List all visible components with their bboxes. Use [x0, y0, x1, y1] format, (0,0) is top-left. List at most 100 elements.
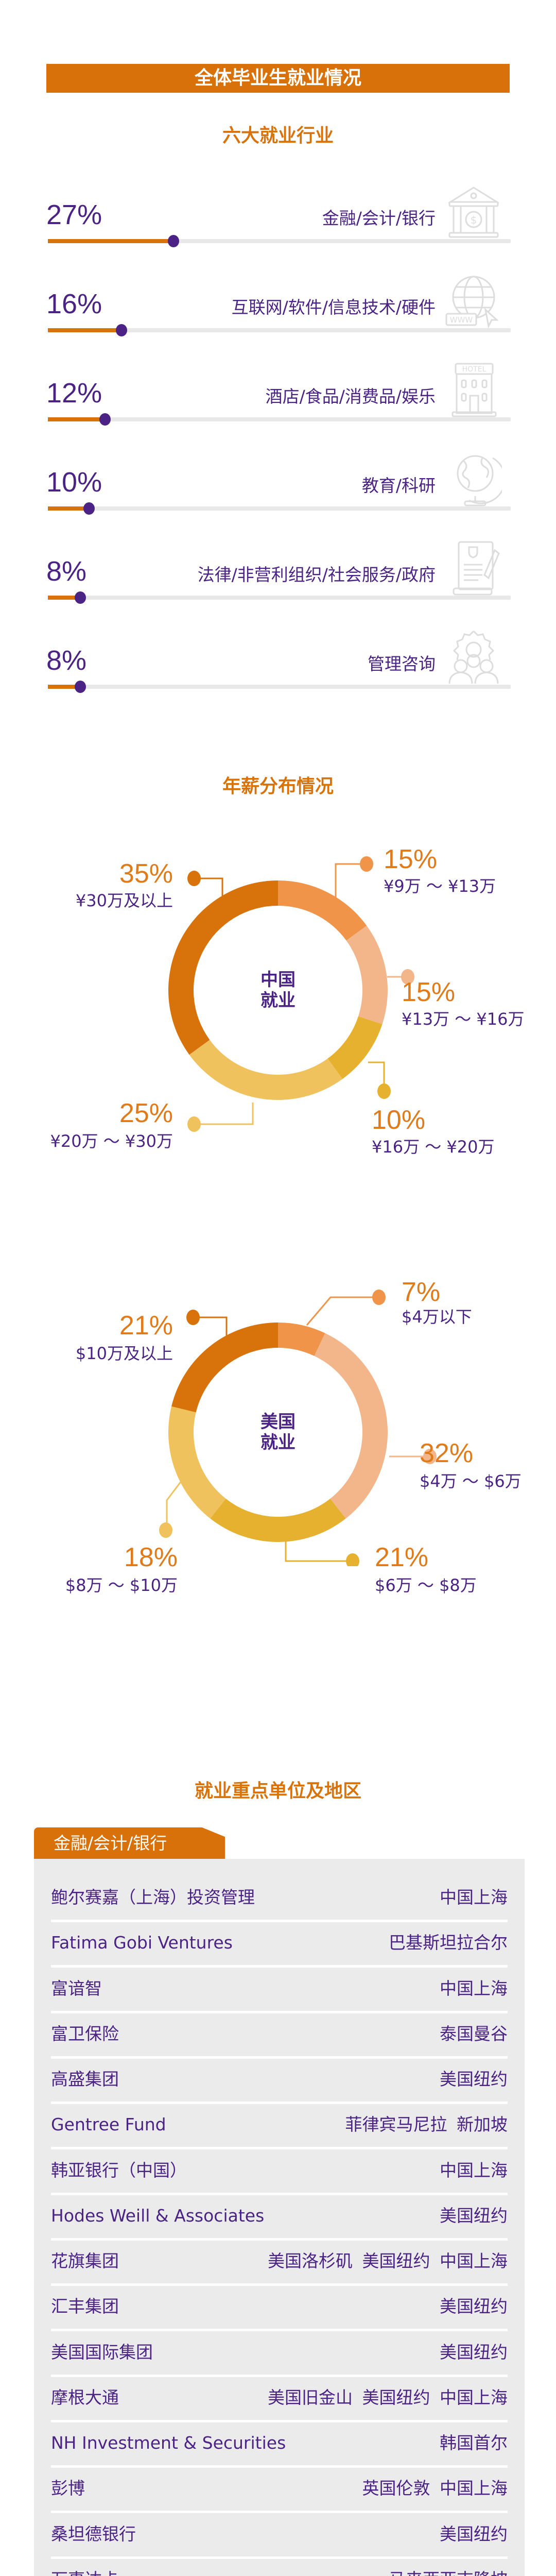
employer-row: 富卫保险 泰国曼谷: [51, 2011, 508, 2059]
industry-percent: 27%: [46, 199, 102, 230]
employer-name: 万事达卡: [51, 2568, 119, 2576]
salary-title: 年薪分布情况: [222, 776, 334, 797]
globe-www-icon: WWW: [445, 276, 499, 329]
leader-line: [195, 1316, 228, 1340]
employer-row: 摩根大通 美国旧金山 美国纽约 中国上海: [51, 2375, 508, 2422]
us-salary-donut-chart: 美国 就业 7% $4万以下 32% $4万 ～ $6万 21% $6万 ～ $…: [0, 1277, 556, 1595]
employer-row: 花旗集团 美国洛杉矶 美国纽约 中国上海: [51, 2239, 508, 2286]
us-slice-2-pct: 32%: [420, 1438, 474, 1468]
us-slice-5-pct: 21%: [119, 1311, 173, 1341]
employer-row: 富谙智 中国上海: [51, 1966, 508, 2013]
row-divider: [51, 2056, 508, 2059]
row-divider: [51, 1965, 508, 1968]
leader-dot: [423, 1449, 437, 1464]
employer-row: 彭博 英国伦敦 中国上海: [51, 2466, 508, 2514]
row-divider: [51, 2419, 508, 2422]
row-divider: [51, 2147, 508, 2150]
svg-text:WWW: WWW: [450, 315, 473, 325]
us-donut-center-label: 美国 就业: [252, 1412, 304, 1453]
donut-slice: [314, 1333, 388, 1519]
row-divider: [51, 2102, 508, 2104]
row-divider: [51, 1920, 508, 1922]
donut-slice: [346, 925, 388, 1024]
bank-icon: $: [447, 187, 500, 238]
china-donut-svg: [168, 856, 414, 1132]
employer-location: 美国纽约: [440, 2523, 508, 2544]
industry-label: 教育/科研: [361, 476, 436, 496]
row-divider: [51, 2329, 508, 2332]
leader-dot: [372, 1290, 386, 1305]
employer-name: 高盛集团: [51, 2069, 119, 2089]
row-divider: [51, 2556, 508, 2559]
center-line-2: 就业: [260, 1432, 296, 1453]
employer-row: NH Investment & Securities 韩国首尔: [51, 2420, 508, 2468]
china-slice-5-range: ¥30万及以上: [75, 891, 173, 910]
industry-bar-fill: [48, 239, 173, 243]
employer-row: 高盛集团 美国纽约: [51, 2057, 508, 2104]
employer-row: 桑坦德银行 美国纽约: [51, 2512, 508, 2559]
employer-name: 汇丰集团: [51, 2296, 119, 2317]
industry-row: 10% 教育/科研: [0, 455, 556, 556]
industry-bar-fill: [48, 685, 80, 689]
hotel-icon: HOTEL: [451, 363, 497, 417]
employer-location: 泰国曼谷: [440, 2023, 508, 2044]
tab-finance-accounting-banking[interactable]: 金融/会计/银行: [34, 1827, 225, 1859]
industry-label: 管理咨询: [368, 654, 436, 674]
industry-bar-knob: [75, 591, 86, 604]
employer-location: 美国纽约: [440, 2342, 508, 2362]
industry-bar-fill: [48, 596, 80, 600]
team-gear-icon: [448, 630, 499, 684]
employer-name: 摩根大通: [51, 2387, 119, 2408]
industry-bar-knob: [75, 681, 86, 693]
industry-bar-track: [48, 328, 511, 332]
china-slice-4-range: ¥20万 ～ ¥30万: [50, 1131, 173, 1151]
employer-name: 彭博: [51, 2478, 85, 2499]
desk-globe-icon: [457, 455, 502, 506]
leader-line: [335, 863, 367, 902]
legal-document-icon: [453, 541, 500, 596]
employer-name: 桑坦德银行: [51, 2523, 136, 2544]
donut-slice: [168, 880, 278, 1055]
china-salary-donut-chart: 中国 就业 15% ¥9万 ～ ¥13万 15% ¥13万 ～ ¥16万 10%…: [0, 845, 556, 1157]
industry-percent: 10%: [46, 467, 102, 498]
employer-name: 韩亚银行（中国）: [51, 2160, 187, 2180]
industry-row: WWW 16% 互联网/软件/信息技术/硬件: [0, 276, 556, 378]
us-slice-2-range: $4万 ～ $6万: [420, 1471, 522, 1491]
employer-row: Hodes Weill & Associates 美国纽约: [51, 2193, 508, 2241]
center-line-1: 美国: [260, 1412, 296, 1432]
employer-row: Gentree Fund 菲律宾马尼拉 新加坡: [51, 2102, 508, 2150]
industry-bar-track: [48, 417, 511, 421]
employer-name: 美国国际集团: [51, 2342, 153, 2362]
employer-location: 美国纽约: [440, 2296, 508, 2317]
industry-bar-knob: [116, 324, 127, 336]
employer-table: 鲍尔赛嘉（上海）投资管理 中国上海 Fatima Gobi Ventures 巴基斯坦…: [34, 1859, 525, 2576]
donut-slice: [327, 1016, 383, 1079]
industry-percent: 8%: [46, 556, 87, 587]
industry-row: HOTEL 12% 酒店/食品/消费品/娱乐: [0, 363, 556, 467]
us-slice-1-pct: 7%: [402, 1277, 441, 1307]
industry-bar-fill: [48, 506, 89, 511]
leader-dot: [346, 1553, 359, 1566]
employer-row: Fatima Gobi Ventures 巴基斯坦拉合尔: [51, 1920, 508, 1968]
employer-row: 美国国际集团 美国纽约: [51, 2330, 508, 2377]
us-slice-4-range: $8万 ～ $10万: [65, 1575, 178, 1595]
row-divider: [51, 2511, 508, 2514]
leader-line: [306, 1296, 376, 1326]
employer-location: 中国上海: [440, 2160, 508, 2180]
us-slice-5-range: $10万及以上: [75, 1344, 173, 1363]
industry-label: 金融/会计/银行: [322, 208, 436, 228]
employer-name: 鲍尔赛嘉（上海）投资管理: [51, 1887, 255, 1907]
industry-percent: 12%: [46, 378, 102, 409]
employer-location: 菲律宾马尼拉 新加坡: [345, 2114, 508, 2135]
employer-row: 万事达卡 马来西亚吉隆坡: [51, 2557, 508, 2576]
china-slice-1-range: ¥9万 ～ ¥13万: [384, 876, 496, 896]
us-slice-3-pct: 21%: [375, 1543, 429, 1572]
donut-slice: [210, 1498, 346, 1542]
industry-bar-knob: [99, 413, 111, 426]
china-slice-2-pct: 15%: [402, 977, 456, 1007]
center-line-2: 就业: [260, 990, 296, 1011]
industry-bar-track: [48, 506, 511, 511]
employer-location: 中国上海: [440, 1887, 508, 1907]
industry-label: 互联网/软件/信息技术/硬件: [231, 297, 436, 317]
employer-location: 英国伦敦 中国上海: [362, 2478, 508, 2499]
